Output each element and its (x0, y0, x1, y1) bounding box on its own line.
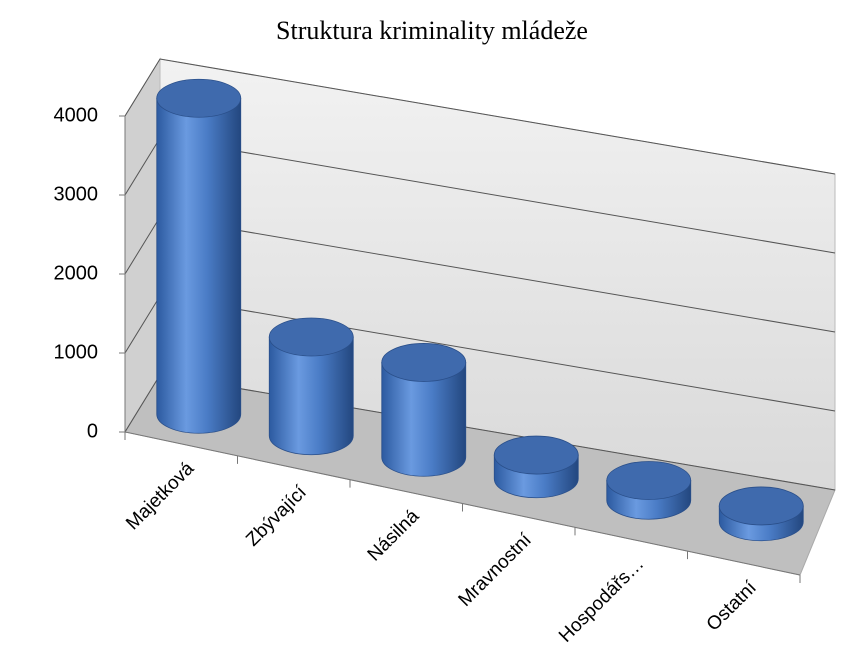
x-tick-label: Zbývající (242, 481, 311, 550)
y-tick-label: 2000 (54, 262, 99, 284)
cylinder-body (268, 336, 354, 456)
x-tick-label: Ostatní (703, 577, 762, 636)
y-tick-label: 1000 (54, 341, 99, 363)
cylinder (156, 78, 242, 434)
cylinder (381, 343, 467, 477)
chart-title: Struktura kriminality mládeže (276, 16, 588, 45)
x-tick-label: Mravnostní (455, 529, 537, 611)
y-tick-label: 4000 (54, 104, 99, 126)
y-tick-label: 0 (87, 420, 98, 442)
cylinder-body (156, 97, 242, 434)
x-tick-label: Majetková (122, 458, 198, 534)
cylinder (718, 486, 804, 542)
grid-line (124, 58, 836, 175)
cylinder (493, 435, 579, 499)
y-tick-label: 3000 (54, 183, 99, 205)
cylinder-top (381, 343, 467, 382)
cylinder (606, 461, 692, 520)
x-tick-label: Násilná (364, 506, 424, 566)
cylinder-top (606, 461, 692, 500)
cylinder-top (268, 317, 354, 357)
cylinder-top (718, 486, 804, 526)
cylinder-top (493, 435, 579, 475)
cylinder-body (381, 362, 467, 477)
x-tick-label: Hospodářs… (555, 553, 648, 646)
cylinder (268, 317, 354, 456)
cylinder-top (156, 78, 242, 118)
